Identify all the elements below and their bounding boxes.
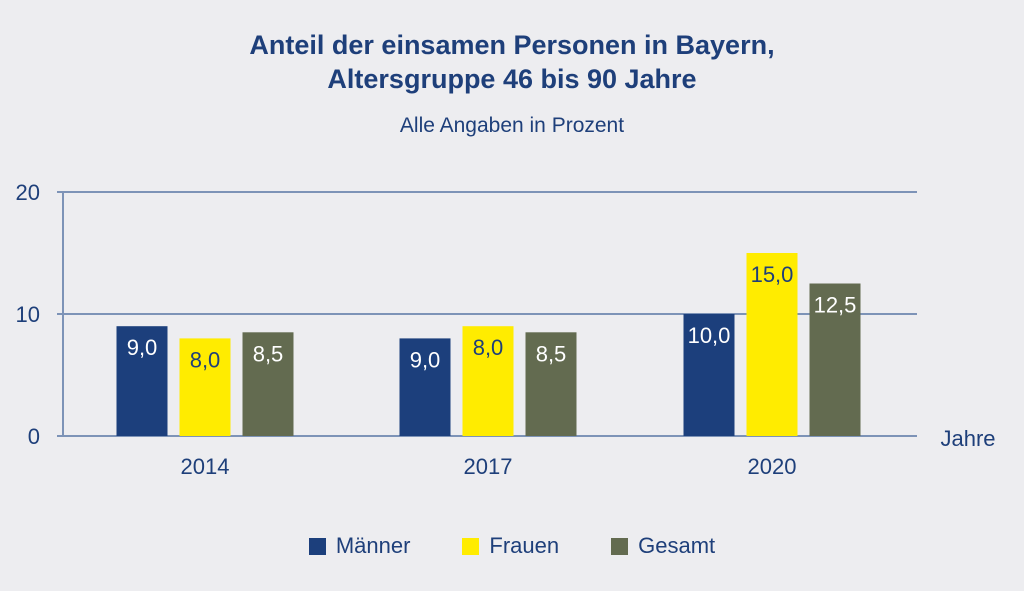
bar-mnner-2020 xyxy=(683,314,735,436)
data-label: 8,5 xyxy=(253,341,284,366)
x-tick-label: 2020 xyxy=(748,454,797,479)
data-label: 9,0 xyxy=(127,335,158,360)
y-tick-label: 0 xyxy=(28,424,40,449)
bar-gesamt-2014 xyxy=(242,332,294,436)
data-label: 8,5 xyxy=(536,341,567,366)
data-label: 10,0 xyxy=(688,323,731,348)
chart-title: Anteil der einsamen Personen in Bayern, … xyxy=(0,28,1024,96)
y-tick-label: 20 xyxy=(16,180,40,205)
x-axis-label: Jahre xyxy=(940,426,995,451)
legend-item: Gesamt xyxy=(611,533,715,559)
chart-title-line2: Altersgruppe 46 bis 90 Jahre xyxy=(327,64,697,94)
bar-frauen-2017 xyxy=(462,326,514,436)
legend-swatch xyxy=(611,537,629,555)
y-tick-label: 10 xyxy=(16,302,40,327)
x-tick-label: 2014 xyxy=(181,454,230,479)
legend-swatch xyxy=(462,537,480,555)
bar-frauen-2014 xyxy=(179,338,231,436)
bar-mnner-2014 xyxy=(116,326,168,436)
bar-gesamt-2017 xyxy=(525,332,577,436)
chart-legend: Männer Frauen Gesamt xyxy=(0,533,1024,559)
bar-mnner-2017 xyxy=(399,338,451,436)
legend-item: Frauen xyxy=(462,533,559,559)
legend-label: Gesamt xyxy=(638,533,716,558)
bar-frauen-2020 xyxy=(746,253,798,436)
data-label: 9,0 xyxy=(410,347,441,372)
data-label: 12,5 xyxy=(814,293,857,318)
data-label: 8,0 xyxy=(190,347,221,372)
bar-gesamt-2020 xyxy=(809,283,861,436)
data-label: 8,0 xyxy=(473,335,504,360)
data-label: 15,0 xyxy=(751,262,794,287)
legend-label: Frauen xyxy=(489,533,560,558)
legend-label: Männer xyxy=(335,533,411,558)
x-tick-label: 2017 xyxy=(464,454,513,479)
legend-swatch xyxy=(308,537,326,555)
legend-item: Männer xyxy=(308,533,411,559)
chart-subtitle: Alle Angaben in Prozent xyxy=(399,114,625,137)
chart-title-line1: Anteil der einsamen Personen in Bayern, xyxy=(249,30,775,60)
